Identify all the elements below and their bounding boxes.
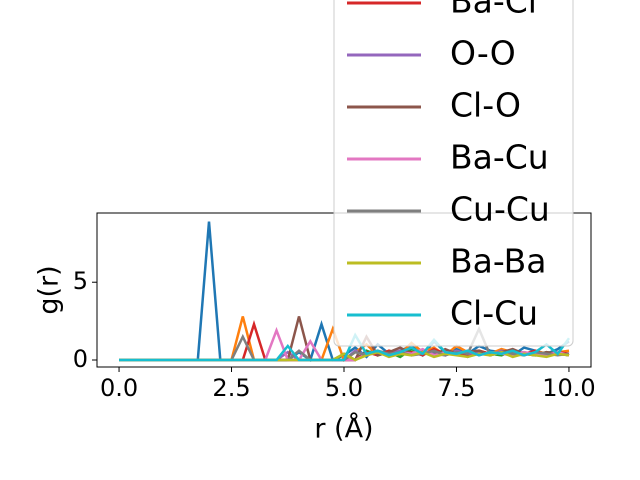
y-tick-label: 5 (73, 267, 88, 295)
legend-box (333, 0, 574, 347)
series-line (119, 332, 571, 362)
x-tick-label: 7.5 (437, 374, 475, 402)
x-axis-label: r (Å) (314, 413, 373, 445)
x-tick-label: 5.0 (325, 374, 363, 402)
y-tick-label: 0 (73, 345, 88, 373)
legend-label: Ba-Cl (450, 0, 537, 21)
x-tick-label: 2.5 (212, 374, 250, 402)
legend-label: Cl-Cu (450, 294, 538, 333)
x-tick-label: 0.0 (100, 374, 138, 402)
y-axis-label: g(r) (34, 265, 65, 314)
x-tick-label: 10.0 (542, 374, 595, 402)
legend-label: Ba-Ba (450, 242, 546, 281)
legend-label: O-O (450, 34, 516, 73)
legend-label: Cl-O (450, 86, 521, 125)
legend-label: Ba-Cu (450, 138, 549, 177)
legend-label: Cu-Cu (450, 190, 550, 229)
